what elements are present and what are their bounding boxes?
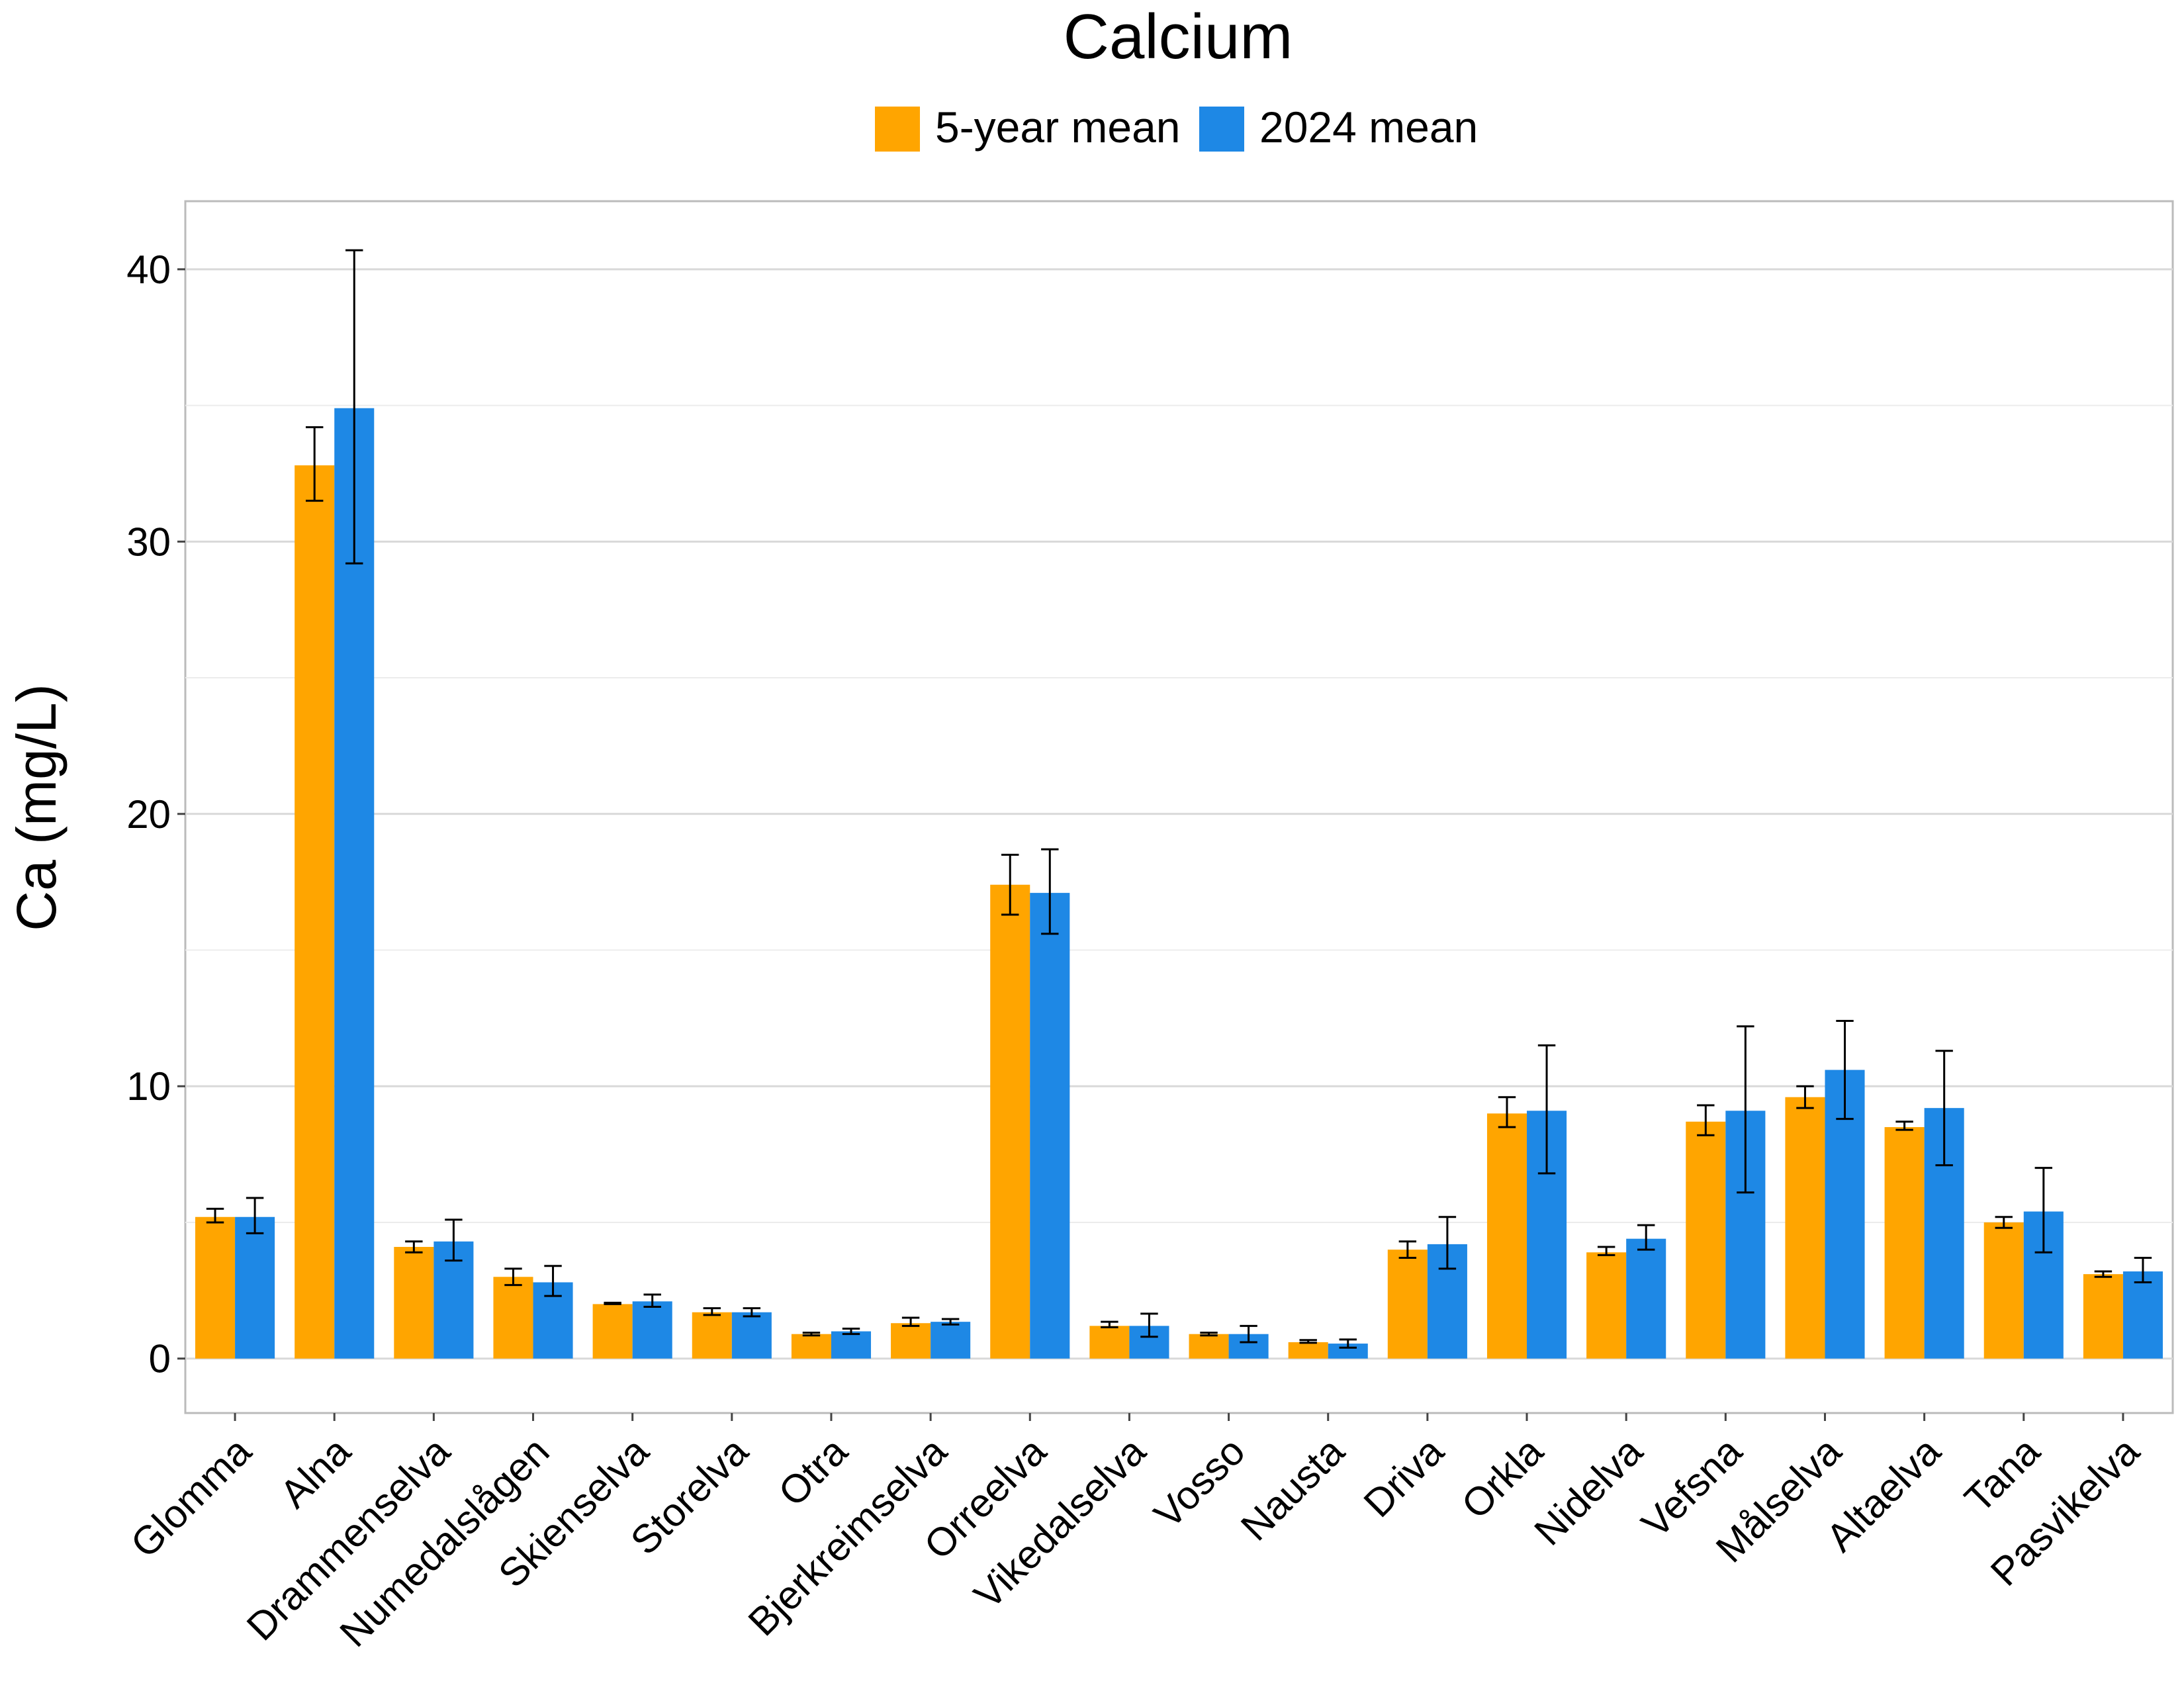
bar-2024-mean [831,1331,872,1359]
y-tick-label: 10 [126,1064,171,1109]
bar-5-year-mean [2083,1274,2123,1359]
y-tick-label: 20 [126,792,171,837]
y-tick-label: 30 [126,520,171,564]
bars [195,408,2163,1359]
bar-5-year-mean [891,1323,931,1359]
legend-label-5-year-mean: 5-year mean [935,103,1181,152]
x-tick-label: Glomma [122,1428,260,1566]
y-axis-ticks: 0 10 20 30 40 [126,248,185,1381]
bar-5-year-mean [394,1247,434,1359]
bar-5-year-mean [1288,1342,1328,1359]
y-tick-label: 0 [149,1337,171,1381]
x-axis-ticks: Glomma AlnaDrammenselvaNumedalslågenSkien… [122,1413,2148,1655]
x-tick-label: Nidelva [1525,1428,1651,1553]
bar-5-year-mean [1387,1250,1428,1359]
bar-5-year-mean [592,1304,633,1359]
x-tick-label: Tana [1956,1428,2049,1521]
bar-5-year-mean [1884,1126,1925,1359]
bar-5-year-mean [1586,1252,1627,1359]
error-bars [206,249,2152,1349]
legend-swatch-2024-mean [1199,107,1244,152]
y-tick-label: 40 [126,248,171,292]
x-tick-label: Nausta [1232,1428,1353,1549]
bar-5-year-mean [1189,1334,1229,1359]
bar-5-year-mean [493,1277,533,1359]
bar-2024-mean [931,1322,971,1359]
x-tick-label: Vikedalselva [966,1428,1154,1617]
bar-5-year-mean [195,1216,236,1359]
bar-5-year-mean [1785,1097,1825,1359]
x-tick-label: Driva [1355,1428,1453,1526]
bar-2024-mean [235,1216,275,1359]
chart-title: Calcium [1064,1,1293,72]
legend-swatch-5-year-mean [875,107,920,152]
bar-5-year-mean [1486,1113,1527,1359]
bar-2024-mean [1328,1344,1368,1359]
bar-5-year-mean [1686,1121,1726,1359]
legend: 5-year mean 2024 mean [875,103,1478,152]
bar-5-year-mean [791,1334,831,1359]
legend-label-2024-mean: 2024 mean [1259,103,1478,152]
x-tick-label: Alna [271,1428,359,1516]
bar-2024-mean [632,1301,672,1359]
y-axis-title: Ca (mg/L) [5,684,68,931]
bar-2024-mean [731,1312,772,1359]
bar-2024-mean [1626,1238,1666,1359]
plot-panel [184,200,2174,1414]
bar-5-year-mean [1983,1222,2024,1359]
bar-5-year-mean [295,465,335,1359]
bar-2024-mean [2122,1271,2163,1359]
bar-2024-mean [334,408,375,1359]
bar-2024-mean [1030,893,1070,1359]
bar-5-year-mean [990,884,1030,1359]
bar-5-year-mean [1089,1326,1130,1359]
x-tick-label: Otra [770,1428,856,1514]
bar-5-year-mean [692,1312,732,1359]
